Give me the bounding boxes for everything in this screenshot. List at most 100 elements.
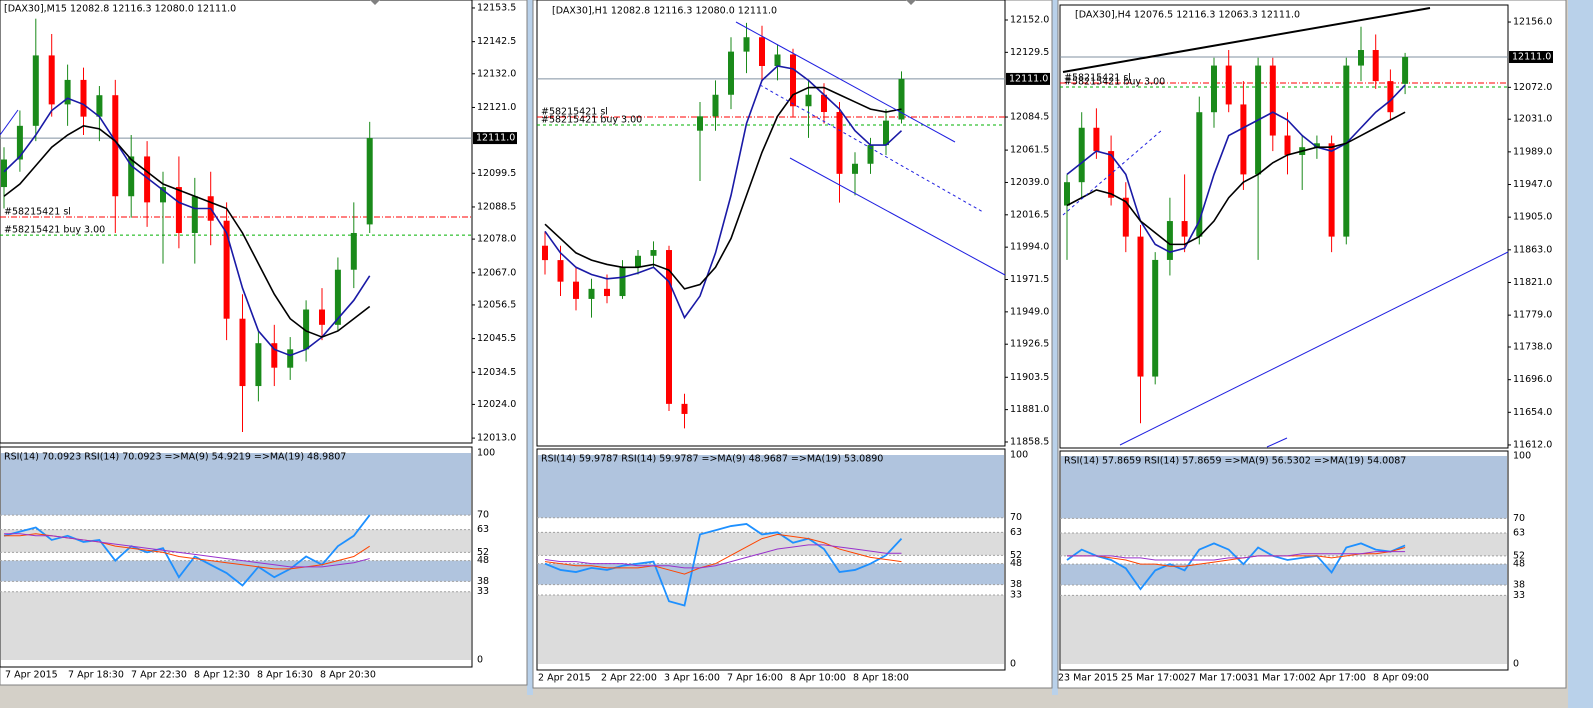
candle-body: [588, 288, 595, 299]
time-label: 7 Apr 2015: [5, 670, 58, 681]
chart-header: [DAX30],H4 12076.5 12116.3 12063.3 12111…: [1075, 10, 1300, 21]
candle-body: [1343, 65, 1350, 237]
time-label: 31 Mar 17:00: [1247, 673, 1310, 684]
rsi-tick-label: 52: [1010, 550, 1022, 561]
candle-body: [883, 120, 889, 146]
y-tick-label: 12067.0: [477, 267, 516, 278]
y-tick-label: 12034.5: [477, 367, 516, 378]
rsi-line: [1067, 547, 1406, 567]
candle-body: [223, 220, 230, 319]
trend-line: [759, 84, 984, 213]
time-label: 7 Apr 22:30: [131, 670, 187, 681]
candle-body: [1078, 127, 1085, 183]
y-tick-label: 12121.0: [477, 102, 516, 113]
trend-line: [0, 109, 19, 136]
candle-body: [805, 94, 812, 107]
candle-body: [852, 163, 858, 174]
rsi-band: [1061, 456, 1507, 519]
candle-body: [1211, 65, 1217, 113]
y-tick-label: 11994.0: [1010, 242, 1049, 253]
candle-body: [759, 37, 765, 66]
candle-body: [319, 309, 325, 325]
y-tick-label: 11989.0: [1513, 146, 1552, 157]
candle-body: [80, 79, 87, 117]
y-tick-label: 12045.5: [477, 333, 516, 344]
y-tick-label: 11905.0: [1513, 212, 1552, 223]
time-label: 7 Apr 18:30: [68, 670, 124, 681]
moving-average: [1066, 84, 1406, 254]
candle-body: [1152, 259, 1159, 377]
candle-body: [774, 54, 781, 66]
candle-body: [604, 288, 610, 297]
candle-body: [1122, 197, 1129, 237]
chart-header: [DAX30],M15 12082.8 12116.3 12080.0 1211…: [4, 4, 236, 15]
y-tick-label: 11612.0: [1513, 439, 1552, 450]
candle-body: [1402, 57, 1409, 84]
candle-body: [1358, 50, 1364, 66]
rsi-tick-label: 70: [1010, 512, 1022, 523]
trend-line: [789, 157, 1006, 276]
y-tick-label: 12013.0: [477, 433, 516, 444]
y-tick-label: 11654.0: [1513, 407, 1552, 418]
y-tick-label: 12088.5: [477, 201, 516, 212]
window-border: [527, 0, 533, 695]
y-tick-label: 12132.0: [477, 68, 516, 79]
rsi-tick-label: 70: [477, 510, 489, 521]
rsi-tick-label: 70: [1513, 513, 1525, 524]
y-tick-label: 12031.0: [1513, 114, 1552, 125]
rsi-tick-label: 52: [477, 547, 489, 558]
rsi-band: [538, 455, 1004, 518]
y-tick-label: 12153.5: [477, 2, 516, 13]
price-tag: 12111.0: [1512, 52, 1551, 63]
moving-average: [3, 124, 371, 338]
y-tick-label: 12142.5: [477, 36, 516, 47]
rsi-tick-label: 100: [477, 448, 495, 459]
candle-body: [239, 318, 246, 387]
candle-body: [334, 269, 341, 325]
moving-average: [3, 97, 371, 357]
candle-body: [1108, 151, 1115, 198]
time-label: 8 Apr 20:30: [320, 670, 376, 681]
rsi-band: [1, 560, 471, 582]
candle-body: [573, 281, 579, 299]
candle-body: [1269, 65, 1276, 136]
time-label: 2 Apr 2015: [538, 673, 591, 684]
candle-body: [1, 159, 7, 188]
candle-body: [1137, 236, 1144, 377]
y-tick-label: 12056.5: [477, 299, 516, 310]
y-tick-label: 11696.0: [1513, 374, 1552, 385]
candle-body: [64, 79, 71, 105]
time-label: 8 Apr 10:00: [790, 673, 846, 684]
time-label: 2 Apr 22:00: [601, 673, 657, 684]
rsi-tick-label: 33: [477, 586, 489, 597]
rsi-band: [1, 529, 471, 553]
rsi-tick-label: 38: [1513, 579, 1525, 590]
time-label: 25 Mar 17:00: [1121, 673, 1184, 684]
y-tick-label: 11821.0: [1513, 277, 1552, 288]
candle-body: [836, 112, 843, 174]
candle-body: [1372, 50, 1379, 82]
y-tick-label: 11881.0: [1010, 404, 1049, 415]
candle-body: [898, 78, 905, 120]
candle-body: [303, 309, 310, 350]
rsi-header: RSI(14) 57.8659 RSI(14) 57.8659 =>MA(9) …: [1064, 456, 1406, 467]
rsi-header: RSI(14) 59.9787 RSI(14) 59.9787 =>MA(9) …: [541, 454, 883, 465]
rsi-tick-label: 63: [477, 524, 489, 535]
y-tick-label: 11926.5: [1010, 339, 1049, 350]
y-tick-label: 11858.5: [1010, 436, 1049, 447]
time-label: 23 Mar 2015: [1058, 673, 1118, 684]
rsi-band: [538, 595, 1004, 664]
y-tick-label: 12061.5: [1010, 145, 1049, 156]
rsi-tick-label: 0: [1010, 659, 1016, 670]
rsi-tick-label: 63: [1010, 527, 1022, 538]
trend-line: [1062, 7, 1431, 73]
candle-body: [1225, 65, 1232, 105]
candle-body: [1166, 221, 1173, 260]
rsi-line: [3, 514, 371, 587]
candle-body: [128, 156, 135, 197]
y-tick-label: 11947.0: [1513, 179, 1552, 190]
time-label: 27 Mar 17:00: [1184, 673, 1247, 684]
trend-line: [1119, 251, 1509, 446]
candle-body: [32, 55, 39, 126]
